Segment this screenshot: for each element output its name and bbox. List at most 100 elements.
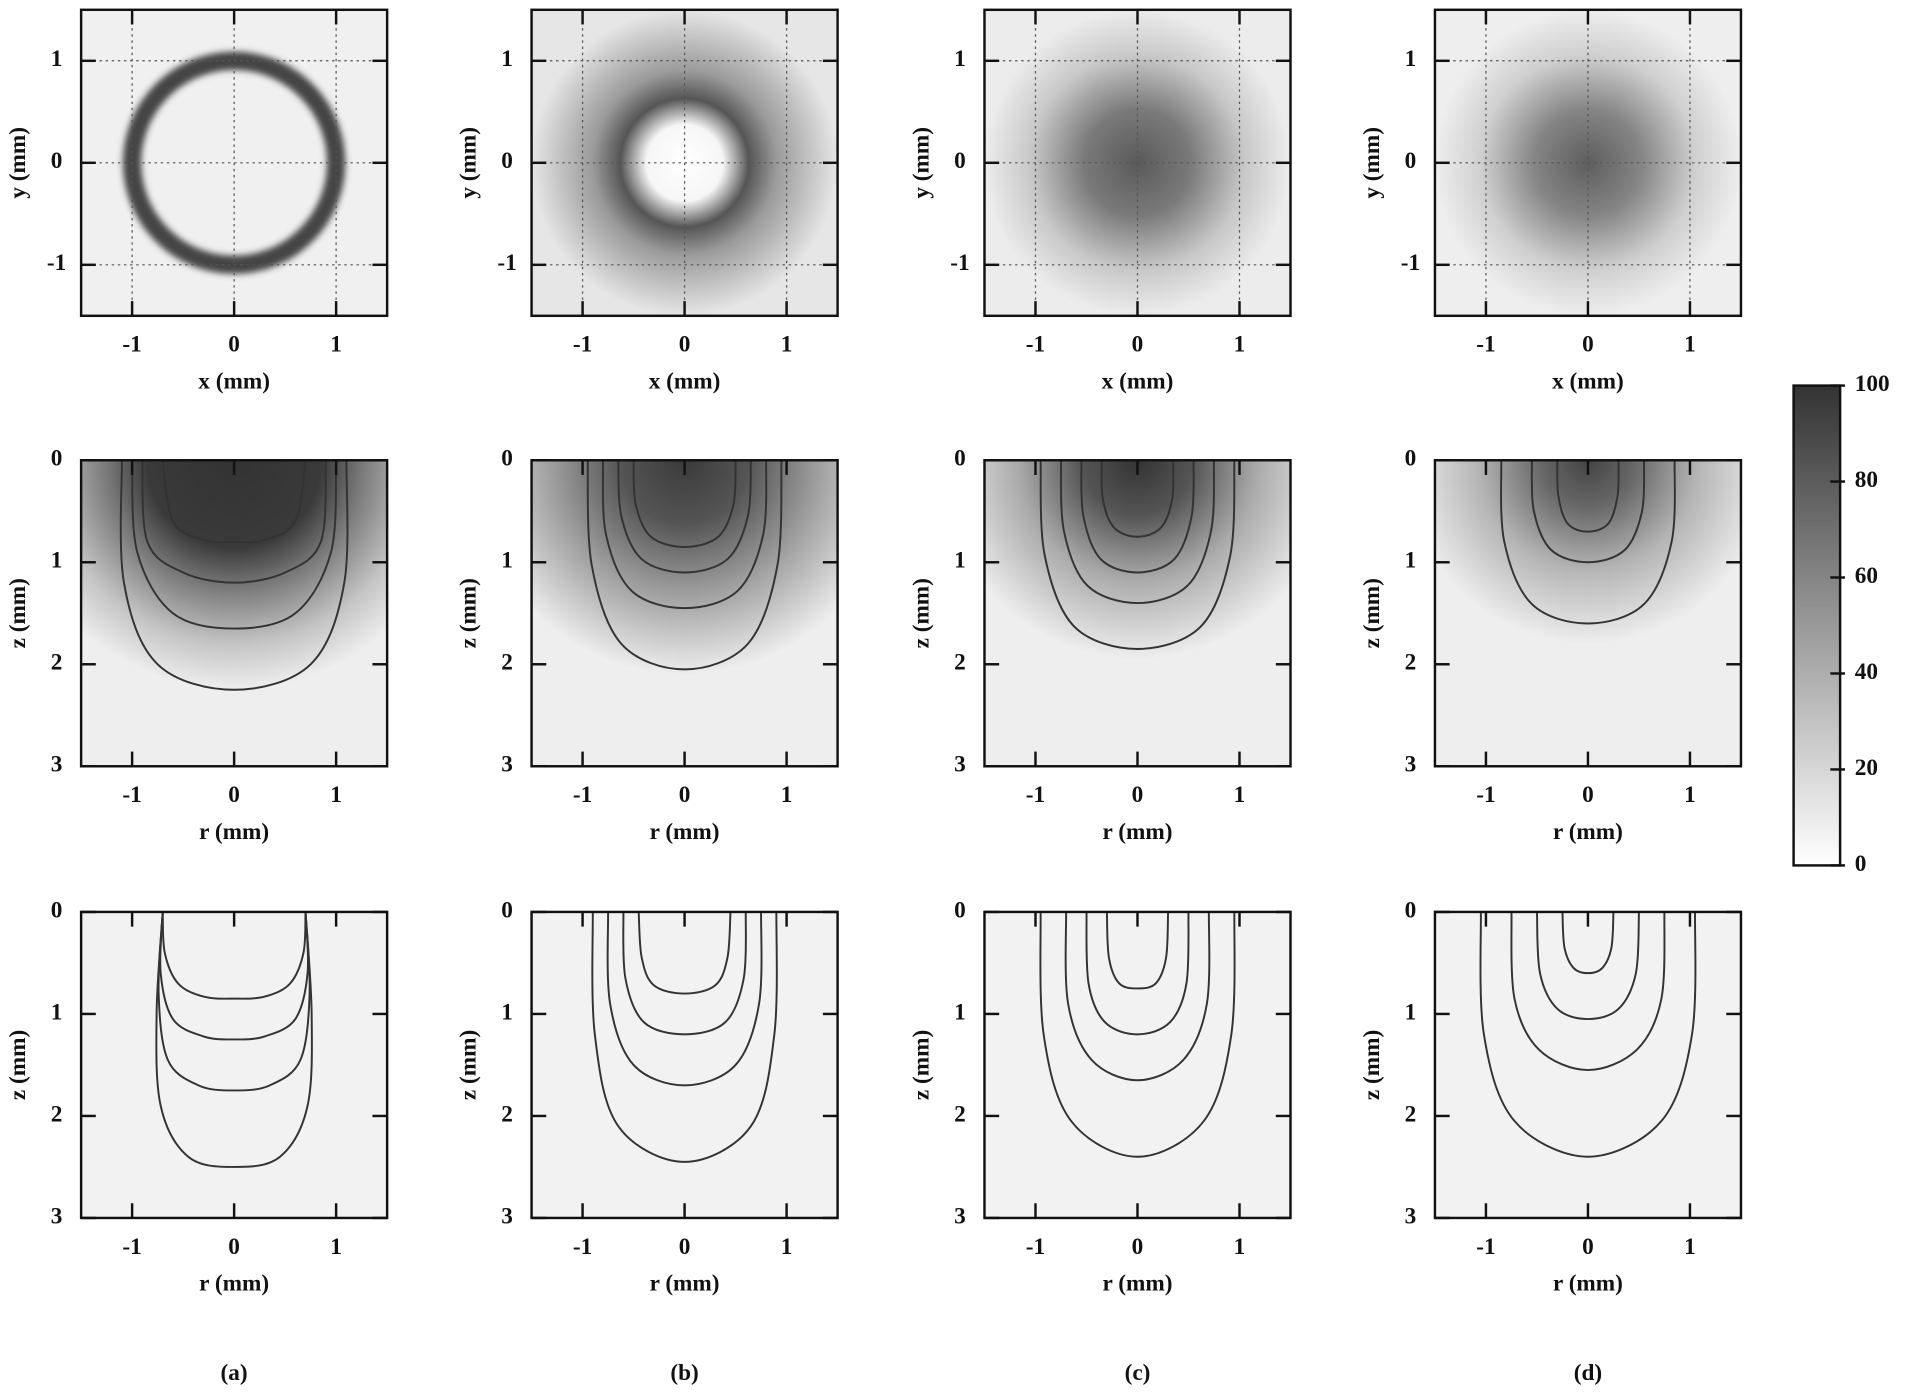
- contour-line: [1105, 911, 1170, 990]
- panel-label: (b): [670, 1360, 698, 1386]
- x-tick-label: -1: [122, 782, 141, 808]
- y-axis-label: z (mm): [1359, 578, 1385, 648]
- contour-line: [601, 460, 768, 610]
- x-tick-label: 1: [781, 332, 793, 358]
- y-tick-label: 0: [51, 148, 63, 174]
- contour-line: [1080, 460, 1195, 574]
- contour-line: [1060, 460, 1215, 605]
- x-tick-label: 1: [1684, 332, 1696, 358]
- x-tick-label: 1: [1684, 1234, 1696, 1260]
- y-axis-label: z (mm): [5, 1030, 31, 1100]
- colorbar: [1792, 384, 1842, 867]
- contour-line: [1530, 460, 1646, 564]
- x-tick-label: 0: [1582, 332, 1594, 358]
- y-tick-label: 1: [1405, 548, 1417, 574]
- x-axis-label: r (mm): [1553, 1271, 1623, 1297]
- contour-line: [586, 460, 783, 671]
- y-axis-label: z (mm): [5, 578, 31, 648]
- contour-line: [606, 911, 763, 1087]
- y-tick-label: 1: [501, 999, 513, 1025]
- y-tick-label: 0: [501, 897, 513, 923]
- y-tick-label: 1: [501, 46, 513, 72]
- y-tick-label: 0: [51, 446, 63, 472]
- y-tick-label: 0: [501, 446, 513, 472]
- y-tick-label: 2: [501, 650, 513, 676]
- y-axis-label: y (mm): [909, 127, 935, 199]
- contour-line: [1039, 911, 1236, 1158]
- y-tick-label: 2: [51, 1101, 63, 1127]
- x-tick-label: 0: [1132, 782, 1144, 808]
- x-tick-label: 0: [228, 1234, 240, 1260]
- y-tick-label: 2: [501, 1101, 513, 1127]
- contour-line: [1064, 911, 1211, 1082]
- x-tick-label: -1: [122, 1234, 141, 1260]
- x-tick-label: 0: [679, 332, 691, 358]
- x-axis-label: r (mm): [199, 819, 269, 845]
- y-tick-label: 0: [51, 897, 63, 923]
- contour-line: [1535, 911, 1640, 1021]
- x-axis-label: r (mm): [1553, 819, 1623, 845]
- x-tick-label: -1: [1026, 332, 1045, 358]
- x-tick-label: 1: [330, 1234, 342, 1260]
- x-tick-label: 1: [781, 782, 793, 808]
- x-tick-label: 0: [228, 332, 240, 358]
- contour-line: [617, 460, 752, 574]
- x-axis-label: x (mm): [649, 368, 721, 394]
- plot-background: [81, 911, 388, 1218]
- colorbar-tick-label: 100: [1855, 371, 1890, 397]
- heatmap: [81, 460, 388, 767]
- contour-line: [1556, 460, 1620, 533]
- y-tick-label: 2: [1405, 1101, 1417, 1127]
- y-tick-label: 0: [954, 148, 966, 174]
- x-tick-label: 0: [679, 1234, 691, 1260]
- heatmap: [984, 460, 1291, 767]
- y-tick-label: 0: [954, 897, 966, 923]
- panel-label: (a): [221, 1360, 248, 1386]
- colorbar-tick-label: 60: [1855, 563, 1878, 589]
- y-tick-label: -1: [1401, 250, 1420, 276]
- x-axis-label: r (mm): [1103, 1271, 1173, 1297]
- contour-line: [632, 460, 737, 548]
- contour-line: [161, 911, 307, 1000]
- x-axis-label: x (mm): [1552, 368, 1624, 394]
- contour-line: [161, 460, 307, 544]
- contour-line: [1561, 911, 1615, 975]
- x-tick-label: 1: [1684, 782, 1696, 808]
- contour-line: [622, 911, 747, 1036]
- x-axis-label: r (mm): [650, 1271, 720, 1297]
- contour-line: [159, 911, 309, 1041]
- x-axis-label: x (mm): [1102, 368, 1174, 394]
- heatmap: [1434, 460, 1741, 767]
- y-tick-label: 0: [1405, 148, 1417, 174]
- x-tick-label: -1: [573, 782, 592, 808]
- colorbar-tick-label: 80: [1855, 467, 1878, 493]
- y-tick-label: -1: [497, 250, 516, 276]
- contour-line: [131, 460, 338, 630]
- y-tick-label: 1: [954, 999, 966, 1025]
- contour-line: [1100, 460, 1175, 538]
- x-tick-label: 0: [1582, 782, 1594, 808]
- x-axis-label: x (mm): [198, 368, 270, 394]
- x-tick-label: 0: [679, 782, 691, 808]
- y-tick-label: 2: [954, 650, 966, 676]
- x-tick-label: 1: [1234, 332, 1246, 358]
- x-tick-label: -1: [573, 1234, 592, 1260]
- y-axis-label: z (mm): [909, 578, 935, 648]
- contour-line: [1510, 911, 1666, 1072]
- plot-background: [984, 911, 1291, 1218]
- x-axis-label: r (mm): [650, 819, 720, 845]
- plot-background: [1434, 911, 1741, 1218]
- y-tick-label: 2: [51, 650, 63, 676]
- x-tick-label: 1: [330, 782, 342, 808]
- y-tick-label: 2: [954, 1101, 966, 1127]
- y-tick-label: 3: [51, 1203, 63, 1229]
- y-axis-label: z (mm): [909, 1030, 935, 1100]
- x-tick-label: 0: [1582, 1234, 1594, 1260]
- y-tick-label: 1: [501, 548, 513, 574]
- contour-line: [157, 911, 311, 1092]
- y-axis-label: z (mm): [456, 578, 482, 648]
- contour-line: [591, 911, 778, 1163]
- y-axis-label: y (mm): [5, 127, 31, 199]
- y-axis-label: y (mm): [456, 127, 482, 199]
